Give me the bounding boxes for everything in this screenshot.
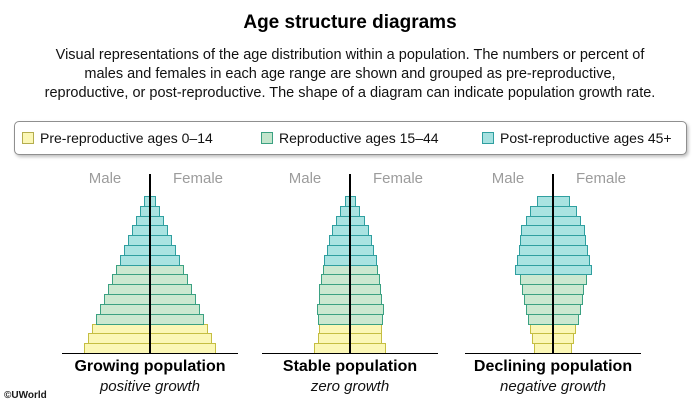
legend-label: Post-reproductive ages 45+: [500, 130, 672, 146]
legend-item-pre-reproductive: Pre-reproductive ages 0–14: [22, 122, 213, 154]
legend-box: Pre-reproductive ages 0–14 Reproductive …: [14, 121, 687, 155]
baseline-axis: [262, 352, 438, 355]
pyramid-stable-population: Male Female Stable population zero growt…: [262, 170, 438, 405]
description-line: Visual representations of the age distri…: [55, 47, 645, 63]
pyramid-subcaption: positive growth: [99, 378, 201, 395]
vertical-axis-line: [349, 174, 351, 354]
legend-item-post-reproductive: Post-reproductive ages 45+: [482, 122, 672, 154]
female-label: Female: [172, 170, 224, 187]
description-line: reproductive, or post-reproductive. The …: [44, 85, 656, 101]
legend-swatch-reproductive: [261, 132, 273, 144]
pyramid-growing-population: Male Female Growing population positive …: [62, 170, 238, 405]
legend-item-reproductive: Reproductive ages 15–44: [261, 122, 439, 154]
pyramid-caption: Stable population: [282, 358, 418, 375]
male-label: Male: [88, 170, 122, 187]
baseline-axis: [465, 352, 641, 355]
pyramid-caption: Growing population: [74, 358, 226, 375]
baseline-axis: [62, 352, 238, 355]
female-label: Female: [575, 170, 627, 187]
legend-swatch-pre-reproductive: [22, 132, 34, 144]
male-label: Male: [288, 170, 322, 187]
vertical-axis-line: [149, 174, 151, 354]
page-title: Age structure diagrams: [243, 12, 457, 33]
legend-label: Reproductive ages 15–44: [279, 130, 439, 146]
pyramid-subcaption: zero growth: [310, 378, 390, 395]
legend-swatch-post-reproductive: [482, 132, 494, 144]
pyramid-subcaption: negative growth: [500, 378, 606, 395]
description-line: males and females in each age range are …: [84, 66, 616, 82]
pyramid-declining-population: Male Female Declining population negativ…: [465, 170, 641, 405]
uworld-watermark: ©UWorld: [4, 390, 47, 401]
vertical-axis-line: [552, 174, 554, 354]
male-label: Male: [491, 170, 525, 187]
legend-label: Pre-reproductive ages 0–14: [40, 130, 213, 146]
pyramid-caption: Declining population: [473, 358, 633, 375]
female-label: Female: [372, 170, 424, 187]
